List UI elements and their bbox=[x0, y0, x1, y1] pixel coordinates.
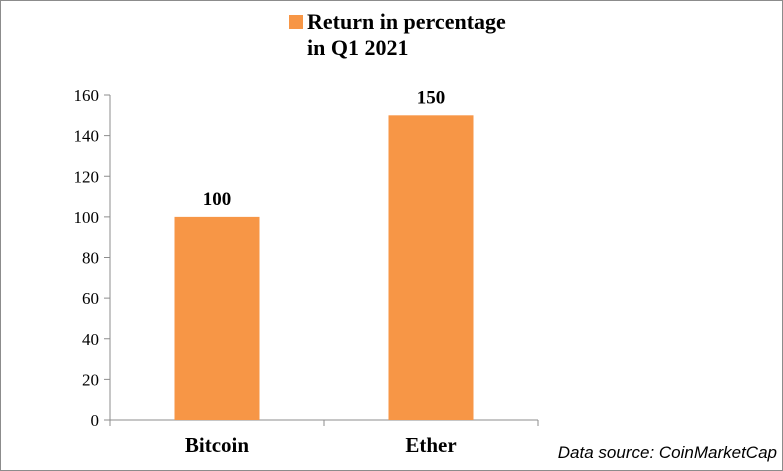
bar-bitcoin bbox=[174, 216, 260, 420]
legend-label-line1: Return in percentage bbox=[307, 9, 506, 34]
y-tick-label: 100 bbox=[74, 208, 100, 227]
y-tick-label: 140 bbox=[74, 127, 100, 146]
y-tick-label: 160 bbox=[74, 86, 100, 105]
bar-ether bbox=[388, 115, 474, 420]
y-tick-label: 20 bbox=[82, 370, 99, 389]
y-tick-label: 0 bbox=[91, 411, 100, 430]
data-label-ether: 150 bbox=[417, 87, 446, 108]
legend-label-line2: in Q1 2021 bbox=[307, 35, 408, 60]
data-source-note: Data source: CoinMarketCap bbox=[558, 443, 777, 462]
category-label-bitcoin: Bitcoin bbox=[185, 433, 249, 457]
y-axis: 0 20 40 60 80 100 120 140 160 bbox=[74, 86, 111, 430]
y-tick-label: 80 bbox=[82, 249, 99, 268]
y-tick-label: 40 bbox=[82, 330, 99, 349]
y-tick-label: 60 bbox=[82, 289, 99, 308]
category-label-ether: Ether bbox=[405, 433, 456, 457]
legend: Return in percentage in Q1 2021 bbox=[289, 9, 506, 60]
y-tick-label: 120 bbox=[74, 167, 100, 186]
data-label-bitcoin: 100 bbox=[203, 189, 232, 210]
x-axis: Bitcoin Ether bbox=[109, 419, 539, 457]
legend-swatch bbox=[289, 15, 303, 29]
bar-series: 100 150 bbox=[174, 87, 474, 420]
